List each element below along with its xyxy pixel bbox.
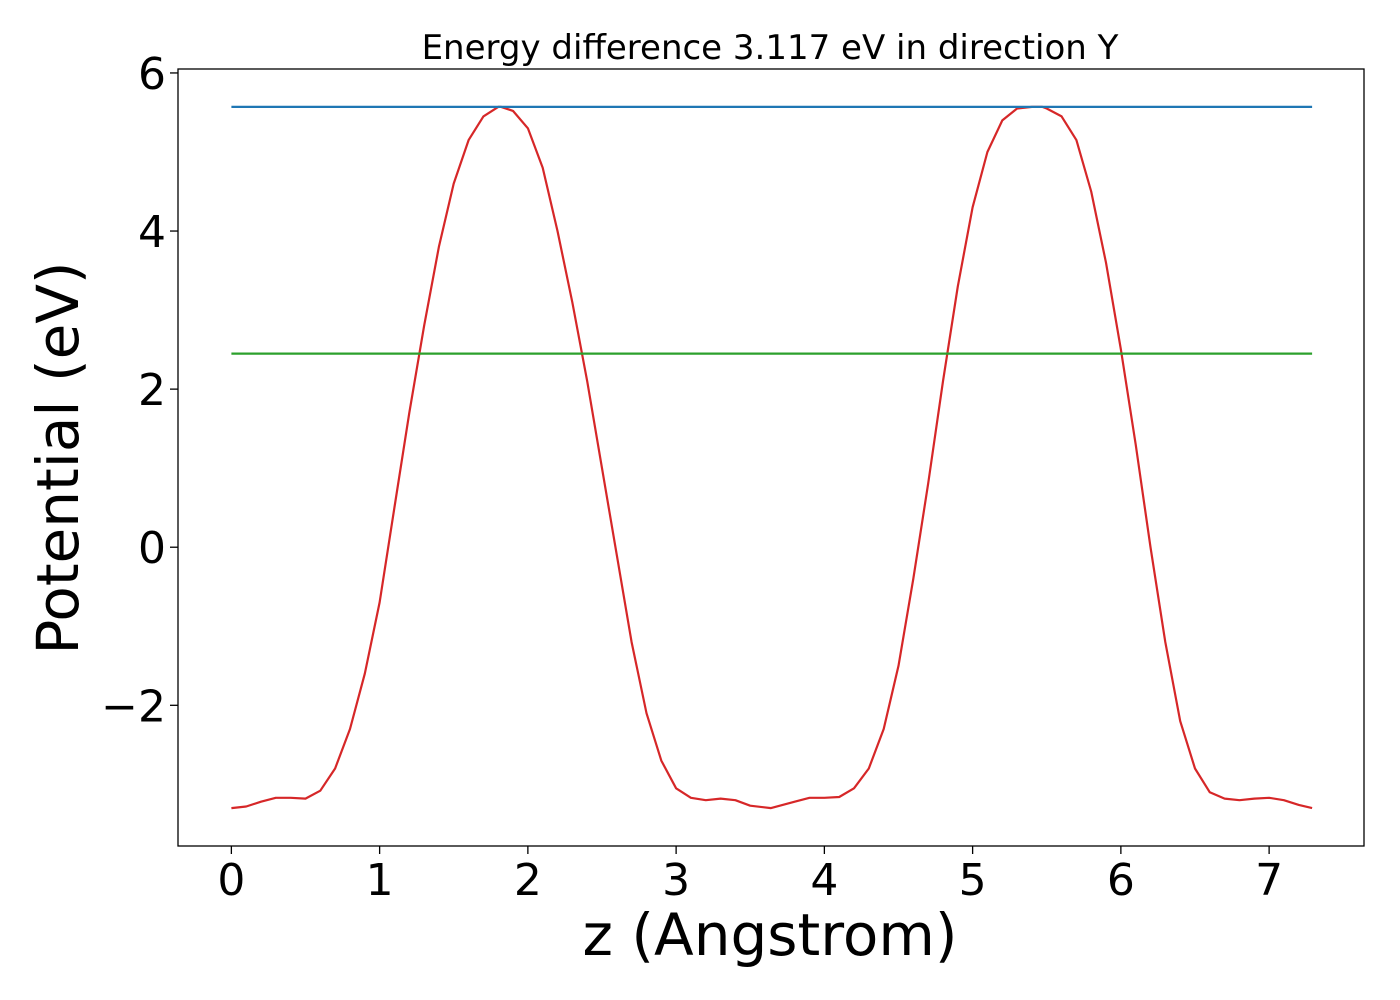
y-tick-label: 4 (138, 207, 166, 258)
x-tick-label: 1 (366, 855, 394, 906)
x-axis-ticks: 0 1 2 3 4 5 6 7 (217, 846, 1283, 906)
x-tick-label: 3 (662, 855, 690, 906)
x-tick-label: 0 (217, 855, 245, 906)
x-tick-label: 2 (514, 855, 542, 906)
y-tick-label: 6 (138, 49, 166, 100)
y-axis-label: Potential (eV) (24, 261, 92, 654)
x-tick-label: 6 (1107, 855, 1135, 906)
chart-title: Energy difference 3.117 eV in direction … (422, 28, 1119, 68)
plot-frame (177, 68, 1365, 847)
y-tick-label: −2 (101, 681, 166, 732)
x-tick-label: 7 (1255, 855, 1283, 906)
x-tick-label: 4 (810, 855, 838, 906)
series-layer (231, 105, 1313, 810)
x-tick-label: 5 (959, 855, 987, 906)
x-axis-label: z (Angstrom) (583, 901, 958, 969)
y-tick-label: 0 (138, 523, 166, 574)
y-tick-label: 2 (138, 365, 166, 416)
y-axis-ticks: −2 0 2 4 6 (101, 49, 178, 732)
series-line-0 (231, 105, 1313, 810)
